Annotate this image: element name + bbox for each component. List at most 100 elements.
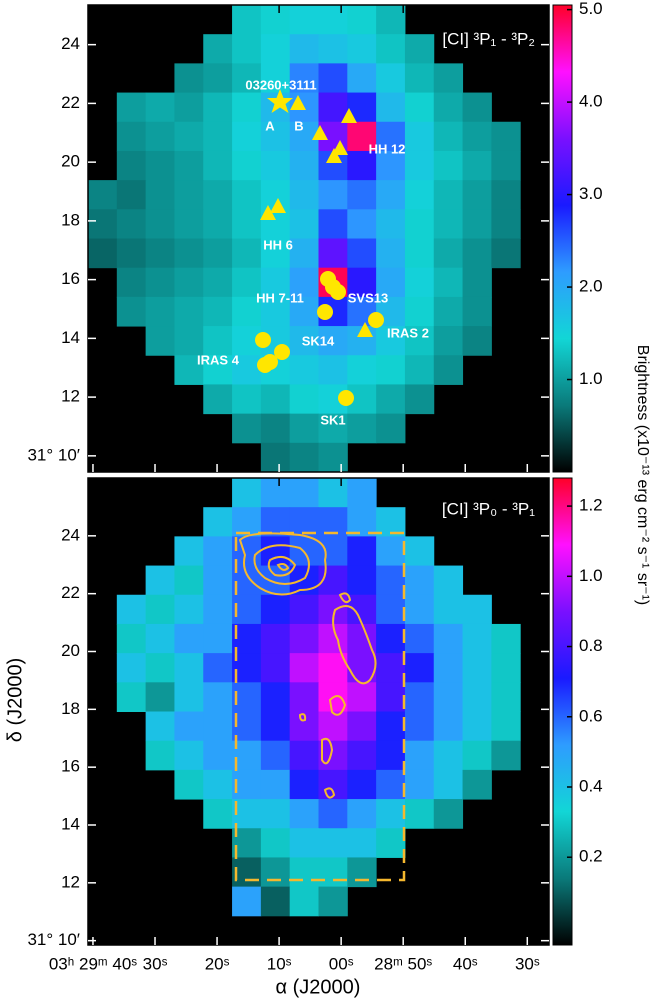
heat-cell: [318, 209, 348, 239]
contour: [332, 605, 377, 685]
heat-cell: [404, 740, 435, 771]
heat-cell: [318, 92, 348, 123]
heat-cell: [404, 92, 435, 123]
heat-cell: [347, 682, 377, 712]
heat-cell: [174, 536, 204, 567]
heat-cell: [404, 34, 435, 64]
heat-cell: [174, 63, 204, 94]
heat-cell: [232, 92, 262, 123]
panel-title: [CI] ³P₁ - ³P₂: [442, 29, 535, 48]
heat-cell: [174, 355, 204, 385]
heat-cell: [462, 150, 492, 181]
heat-cell: [260, 34, 291, 64]
heat-cell: [174, 267, 204, 298]
colorbar-tick-label: 1.0: [579, 369, 603, 388]
y-tick-label: 20: [61, 641, 80, 660]
heat-cell: [174, 623, 204, 654]
heat-cell: [145, 594, 175, 625]
heat-cell: [433, 711, 464, 742]
y-tick-label: 12: [61, 387, 80, 406]
heat-cell: [145, 150, 175, 181]
heat-cell: [174, 711, 204, 742]
heat-cell: [404, 63, 435, 94]
heat-cell: [318, 799, 348, 829]
heat-cell: [174, 296, 204, 327]
heat-cell: [232, 150, 262, 181]
heat-cell: [203, 267, 233, 298]
heat-cell: [260, 536, 291, 567]
heat-cell: [376, 326, 406, 356]
heat-cell: [203, 799, 233, 829]
heat-cell: [433, 623, 464, 654]
heat-cell: [174, 150, 204, 181]
heat-cell: [404, 150, 435, 181]
heat-cell: [289, 296, 319, 327]
heat-cell: [433, 296, 464, 327]
heat-cell: [318, 413, 348, 444]
heat-cell: [462, 209, 492, 239]
source-label: SK1: [320, 412, 345, 427]
heat-cell: [491, 740, 521, 771]
heat-cell: [232, 238, 262, 269]
triangle-marker: [290, 95, 306, 110]
heat-cell: [289, 34, 319, 64]
heat-cell: [289, 623, 319, 654]
heat-cell: [404, 296, 435, 327]
heat-cell: [404, 565, 435, 596]
heat-cell: [462, 121, 492, 152]
heat-cell: [347, 150, 377, 181]
colorbar-tick-label: 0.6: [579, 706, 603, 725]
heat-cell: [88, 238, 118, 269]
heat-cell: [260, 296, 291, 327]
triangle-marker: [260, 205, 276, 220]
heat-cell: [376, 384, 406, 415]
heat-cell: [174, 121, 204, 152]
heat-cell: [203, 355, 233, 385]
star-marker: [267, 89, 293, 113]
heat-cell: [318, 34, 348, 64]
heat-cell: [260, 442, 291, 473]
y-tick-label: 22: [61, 583, 80, 602]
heat-cell: [462, 623, 492, 654]
heat-cell: [260, 267, 291, 298]
heat-cell: [433, 653, 464, 683]
heat-cell: [347, 121, 377, 152]
heat-cell: [232, 355, 262, 385]
heat-cell: [404, 682, 435, 712]
heat-cell: [376, 121, 406, 152]
heat-cell: [462, 238, 492, 269]
heat-cell: [174, 594, 204, 625]
heat-cell: [347, 594, 377, 625]
heat-cell: [404, 238, 435, 269]
heat-cell: [491, 682, 521, 712]
circle-marker: [330, 284, 346, 300]
heat-cell: [491, 209, 521, 239]
heat-cell: [116, 653, 147, 683]
colorbar-tick-label: 3.0: [579, 184, 603, 203]
heat-cell: [376, 413, 406, 444]
heat-cell: [376, 653, 406, 683]
heat-cell: [376, 711, 406, 742]
heat-cell: [433, 150, 464, 181]
heat-cell: [347, 355, 377, 385]
heat-cell: [260, 828, 291, 858]
heat-cell: [289, 150, 319, 181]
heat-cell: [116, 267, 147, 298]
heat-cell: [203, 34, 233, 64]
heat-cell: [260, 5, 291, 35]
heat-cell: [433, 740, 464, 771]
heat-cell: [347, 536, 377, 567]
heat-cell: [203, 296, 233, 327]
heat-cell: [203, 769, 233, 800]
heat-cell: [433, 682, 464, 712]
heat-cell: [318, 442, 348, 473]
heat-cell: [433, 769, 464, 800]
heat-cell: [347, 180, 377, 210]
heat-cell: [289, 442, 319, 473]
heat-cell: [145, 326, 175, 356]
colorbar-tick-label: 1.2: [579, 496, 603, 515]
source-label: HH 6: [263, 237, 293, 252]
panel-title: [CI] ³P₀ - ³P₁: [442, 499, 535, 518]
heat-cell: [318, 536, 348, 567]
